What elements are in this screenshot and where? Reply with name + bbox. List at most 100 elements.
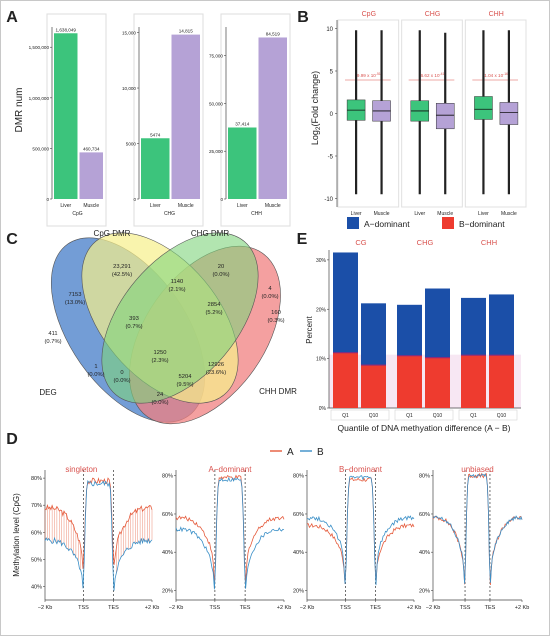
venn-set-chg (101, 232, 259, 404)
e-y-axis-label: Percent (305, 315, 314, 343)
panel-letter-a: A (6, 9, 18, 26)
e-bar-b-dominant (425, 357, 450, 408)
e-strip (394, 409, 454, 421)
b-pvalue: 9.99 x 10-51 (357, 72, 381, 78)
d-tick-label: 60% (293, 512, 304, 518)
d-tick-label: 20% (293, 588, 304, 594)
venn-region-count: 1 (94, 364, 97, 370)
a-category-label: Liver (60, 203, 71, 209)
b-tick-label: -10 (324, 197, 333, 203)
e-x-axis-label: Quantile of DNA methyation difference (A… (337, 423, 510, 433)
b-tick-label: 0 (330, 112, 334, 118)
a-tick-label: 5000 (126, 142, 137, 147)
a-value-label: 14,815 (179, 29, 193, 34)
venn-label-chg: CHG DMR (191, 229, 229, 238)
venn-region-percent: (0.7%) (125, 324, 142, 330)
e-tick-label: 10% (316, 357, 327, 363)
e-bar-a-dominant (333, 252, 358, 353)
d-tick-label: 80% (419, 474, 430, 480)
b-frame (464, 19, 527, 208)
d-x-tick-label: −2 Kb (426, 605, 441, 611)
d-legend-label-a: A (287, 447, 294, 458)
d-tick-label: 60% (31, 530, 42, 536)
e-tick-label: 0% (319, 406, 327, 412)
e-legend-swatch-a (347, 217, 359, 229)
b-tick-label: 10 (326, 27, 333, 33)
d-series-b-line (432, 473, 523, 584)
e-tick-label: 20% (316, 307, 327, 313)
b-y-label-part: (Fold change) (310, 71, 320, 127)
e-strip (330, 409, 390, 421)
e-legend-label-b: B−dominant (459, 219, 505, 229)
e-category-label: Q1 (406, 413, 413, 419)
venn-region-percent: (13.0%) (65, 300, 85, 306)
d-x-tick-label: +2 Kb (145, 605, 160, 611)
a-tick-label: 1,500,000 (29, 45, 50, 50)
d-series-a-line (44, 477, 153, 569)
d-tick-label: 80% (31, 476, 42, 482)
e-category-label: Q1 (342, 413, 349, 419)
b-category-label: Liver (351, 211, 362, 217)
venn-region-count: 23,291 (113, 264, 131, 270)
panel-d: D A B Methylation level (CpG) 40% 50% 60% 70% 80… (6, 431, 529, 611)
venn-region-count: 5204 (179, 374, 193, 380)
a-tick-label: 1,000,000 (29, 96, 50, 101)
b-category-label: Liver (414, 211, 425, 217)
venn-region-percent: (0.0%) (261, 294, 278, 300)
b-category-label: Muscle (437, 211, 453, 217)
e-bar-b-dominant (489, 355, 514, 408)
d-subplot: 40% 50% 60% 70% 80% singleton −2 Kb TSS TES +2 Kb (31, 465, 159, 611)
venn-region-percent: (23.6%) (206, 370, 226, 376)
venn-region-percent: (0.7%) (44, 339, 61, 345)
panel-a: A DMR num 0 500,000 1,000,000 1,500,000 1,638,… (6, 9, 291, 227)
venn-region-count: 0 (120, 370, 123, 376)
venn-region-percent: (42.5%) (112, 272, 132, 278)
a-tick-label: 0 (133, 197, 136, 202)
panel-letter-b: B (297, 9, 309, 26)
b-pvalue-exp: -16 (503, 72, 508, 76)
a-category-label: Muscle (178, 203, 194, 209)
a-tick-label: 75,000 (209, 54, 223, 59)
a-tick-label: 10,000 (122, 86, 136, 91)
d-legend-label-b: B (317, 447, 324, 458)
a-category-label: Liver (150, 203, 161, 209)
d-panel-title: B−dominant (339, 465, 383, 474)
venn-region-percent: (0.0%) (113, 378, 130, 384)
e-tick-label: 30% (316, 258, 327, 264)
e-category-label: Q10 (433, 413, 443, 419)
a-frame (46, 13, 107, 227)
d-tick-label: 20% (419, 588, 430, 594)
a-value-label: 5474 (150, 132, 161, 137)
e-bar-a-dominant (489, 294, 514, 356)
venn-region-count: 7153 (69, 292, 82, 298)
a-tick-label: 0 (220, 197, 223, 202)
d-series-a-line (306, 477, 415, 584)
d-x-tick-label: TSS (340, 605, 351, 611)
b-category-label: Liver (478, 211, 489, 217)
d-series-a-line (175, 474, 285, 585)
b-y-axis-label: Log2(Fold change) (310, 71, 322, 145)
a-bar-liver (54, 33, 78, 200)
d-x-tick-label: −2 Kb (38, 605, 53, 611)
venn-region-count: 20 (218, 264, 224, 270)
venn-region-percent: (0.0%) (151, 400, 168, 406)
e-bar-b-dominant (361, 365, 386, 408)
a-value-label: 460,734 (83, 146, 100, 151)
a-context-label: CHG (164, 211, 175, 217)
a-category-label: Muscle (265, 203, 281, 209)
a-bar-liver (141, 138, 170, 199)
b-pvalue-exp: -51 (376, 72, 381, 76)
a-context-label: CpG (72, 211, 82, 217)
venn-region-percent: (2.1%) (168, 287, 185, 293)
b-y-label-part: Log (310, 130, 320, 145)
d-x-tick-label: +2 Kb (277, 605, 292, 611)
a-tick-label: 15,000 (122, 31, 136, 36)
d-x-tick-label: TSS (460, 605, 471, 611)
a-subplot-chg: 0 5000 10,000 15,000 5474 Liver 14,815 MuscleCH… (122, 13, 204, 227)
d-x-tick-label: TSS (210, 605, 221, 611)
d-subplot: 20% 40% 60% 80% B−dominant −2 Kb TSS TES +2 Kb (293, 465, 421, 611)
d-x-tick-label: TES (370, 605, 381, 611)
panel-e: E A−dominant B−dominant Percent 0% 10% 20% 30% C… (297, 217, 521, 433)
e-bar-b-dominant (461, 355, 486, 408)
venn-region-percent: (0.0%) (212, 272, 229, 278)
